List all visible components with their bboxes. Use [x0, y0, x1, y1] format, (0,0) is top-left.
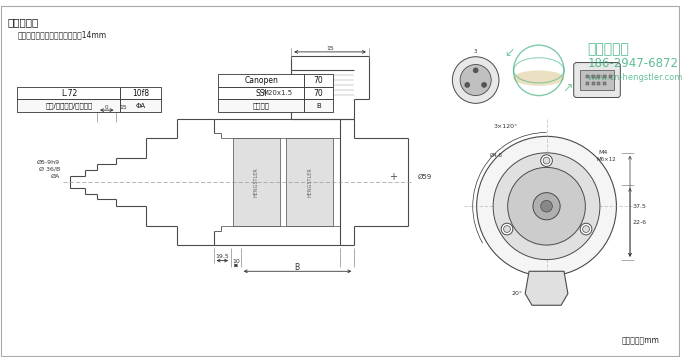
- Text: 电气接口: 电气接口: [253, 102, 270, 109]
- Bar: [18, 100, 120, 112]
- Circle shape: [482, 83, 486, 87]
- Text: M4: M4: [598, 150, 608, 155]
- Text: SSI: SSI: [256, 89, 267, 98]
- Circle shape: [503, 226, 510, 232]
- Text: Ø 36/B: Ø 36/B: [39, 167, 60, 172]
- Ellipse shape: [514, 70, 564, 86]
- Text: 单位尺寸：mm: 单位尺寸：mm: [622, 336, 659, 345]
- Circle shape: [533, 193, 560, 220]
- Circle shape: [540, 155, 552, 167]
- Bar: [218, 74, 304, 87]
- Bar: [304, 87, 333, 100]
- Text: 3×120°: 3×120°: [494, 124, 518, 129]
- Bar: [286, 138, 333, 226]
- Text: 70: 70: [314, 76, 323, 85]
- Text: B: B: [316, 103, 321, 109]
- Text: 37.5: 37.5: [633, 204, 647, 209]
- Bar: [603, 75, 606, 77]
- Circle shape: [582, 226, 589, 232]
- Text: ↗: ↗: [563, 81, 573, 94]
- Text: HENGSTLER: HENGSTLER: [307, 167, 312, 197]
- Text: B: B: [295, 263, 300, 272]
- Text: ΦA: ΦA: [136, 103, 146, 109]
- Bar: [120, 87, 161, 100]
- Polygon shape: [525, 271, 568, 305]
- Text: Ø4.8: Ø4.8: [489, 153, 503, 158]
- Text: +: +: [389, 172, 397, 182]
- Bar: [304, 74, 333, 87]
- Circle shape: [460, 64, 491, 96]
- Text: ↙: ↙: [505, 46, 515, 59]
- Circle shape: [540, 201, 552, 212]
- Text: HENGSTLER: HENGSTLER: [254, 167, 259, 197]
- Text: ØA: ØA: [51, 174, 60, 178]
- Bar: [603, 83, 606, 85]
- Text: www.cn-hengstler.com: www.cn-hengstler.com: [587, 73, 682, 81]
- Circle shape: [580, 223, 592, 235]
- Bar: [233, 138, 279, 226]
- Bar: [18, 87, 120, 100]
- Text: 安装/防护等级/轴－代码: 安装/防护等级/轴－代码: [46, 102, 92, 109]
- Circle shape: [452, 57, 499, 103]
- Circle shape: [473, 68, 478, 73]
- Circle shape: [477, 136, 617, 276]
- Bar: [592, 83, 594, 85]
- Circle shape: [543, 157, 550, 164]
- Bar: [120, 100, 161, 112]
- Text: M20x1.5: M20x1.5: [262, 90, 292, 96]
- Text: Canopen: Canopen: [244, 76, 278, 85]
- Circle shape: [493, 153, 600, 260]
- Bar: [304, 100, 333, 112]
- Text: L.72: L.72: [61, 89, 77, 98]
- Text: Ø59: Ø59: [417, 174, 432, 180]
- Bar: [586, 83, 589, 85]
- Text: 186-2947-6872: 186-2947-6872: [587, 57, 678, 70]
- Bar: [598, 75, 601, 77]
- Text: 10: 10: [232, 259, 240, 264]
- FancyBboxPatch shape: [574, 63, 620, 97]
- Circle shape: [501, 223, 513, 235]
- Text: 70: 70: [314, 89, 323, 98]
- Text: 连接：径向: 连接：径向: [8, 17, 39, 27]
- Text: 22-6: 22-6: [633, 220, 647, 225]
- Circle shape: [508, 167, 585, 245]
- Bar: [586, 75, 589, 77]
- Text: 西安德伍拓: 西安德伍拓: [587, 42, 629, 56]
- Text: 3: 3: [474, 49, 477, 54]
- Bar: [592, 75, 594, 77]
- Bar: [580, 70, 615, 90]
- Text: 15: 15: [326, 46, 334, 51]
- Text: 20°: 20°: [512, 291, 523, 296]
- Text: 0: 0: [105, 105, 108, 110]
- Bar: [598, 83, 601, 85]
- Text: 15: 15: [120, 105, 127, 110]
- Text: 19.5: 19.5: [216, 254, 229, 259]
- Circle shape: [465, 83, 470, 87]
- Text: Ø5-9h9: Ø5-9h9: [37, 160, 60, 165]
- Bar: [218, 87, 304, 100]
- Text: 推荐的电缆密封管的螺纹长度：14mm: 推荐的电缆密封管的螺纹长度：14mm: [18, 30, 106, 39]
- Text: 10f8: 10f8: [132, 89, 149, 98]
- Bar: [218, 100, 304, 112]
- Text: M6×12: M6×12: [597, 157, 617, 162]
- Bar: [609, 75, 612, 77]
